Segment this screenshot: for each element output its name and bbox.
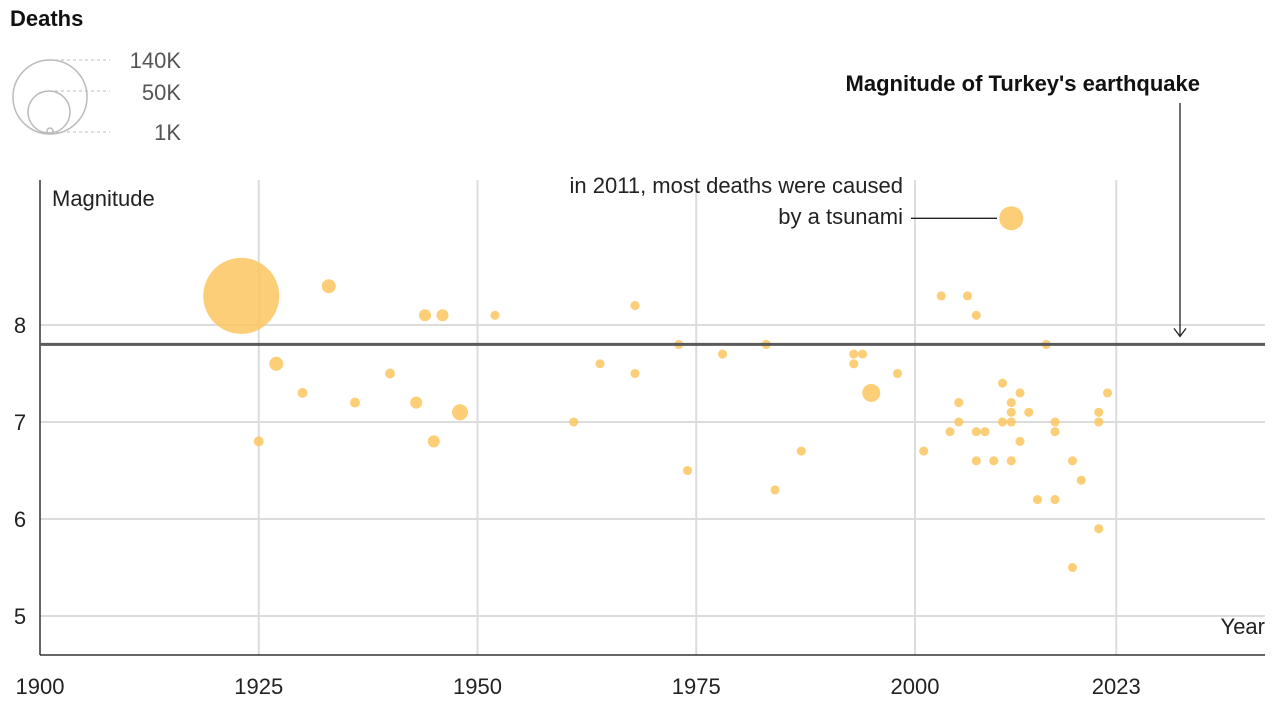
data-point [989, 456, 999, 466]
tsunami-annotation: in 2011, most deaths were caused by a ts… [570, 173, 997, 229]
y-tick-label: 6 [14, 507, 26, 532]
legend-circle-1k [46, 127, 54, 135]
reference-line-label: Magnitude of Turkey's earthquake [846, 71, 1200, 96]
x-tick-label: 1925 [234, 674, 283, 699]
data-point [954, 417, 964, 427]
data-point [1050, 495, 1060, 505]
y-tick-label: 7 [14, 410, 26, 435]
data-point [919, 446, 929, 456]
data-point [892, 368, 903, 379]
data-point [1015, 436, 1025, 446]
data-point [945, 427, 955, 437]
axes: 1900 1925 1950 1975 2000 2023 5 6 7 8 [14, 180, 1265, 699]
x-tick-label: 1950 [453, 674, 502, 699]
data-point [862, 383, 881, 402]
legend-title: Deaths [10, 6, 83, 31]
data-point [997, 378, 1008, 388]
data-points [203, 206, 1113, 573]
data-point [427, 435, 440, 448]
annotation-line-2: by a tsunami [778, 204, 903, 229]
data-point [1032, 495, 1043, 505]
data-point [1006, 407, 1016, 417]
data-point [980, 427, 990, 437]
data-point [962, 291, 973, 301]
data-point [796, 446, 806, 456]
data-point [410, 396, 423, 409]
legend-label-1k: 1K [154, 120, 181, 145]
data-point [971, 310, 981, 320]
data-point [1067, 456, 1078, 466]
data-point [253, 436, 264, 447]
data-point [954, 398, 964, 408]
x-tick-label: 2000 [891, 674, 940, 699]
size-legend: Deaths 140K 50K 1K [10, 6, 181, 145]
data-point [1024, 407, 1034, 417]
data-point [385, 368, 395, 379]
data-point [849, 349, 859, 359]
x-tick-label: 1975 [672, 674, 721, 699]
data-point [717, 349, 728, 359]
data-point [971, 456, 981, 466]
data-point [452, 404, 468, 421]
data-point [297, 387, 308, 398]
data-point [1006, 456, 1016, 466]
data-point [630, 368, 640, 379]
legend-circle-140k [12, 59, 88, 135]
data-point [1094, 524, 1104, 534]
data-point [1094, 417, 1104, 427]
x-axis-label: Year [1221, 614, 1265, 639]
y-tick-label: 5 [14, 604, 26, 629]
data-point [1102, 388, 1113, 398]
data-point [490, 310, 500, 320]
grid [40, 180, 1265, 655]
data-point [770, 485, 780, 495]
data-point [997, 417, 1008, 427]
data-point [203, 257, 280, 334]
annotation-line-1: in 2011, most deaths were caused [570, 173, 903, 198]
data-point [269, 356, 284, 371]
data-point [849, 359, 859, 369]
x-tick-label: 1900 [16, 674, 65, 699]
data-point [418, 309, 432, 322]
data-point [1076, 475, 1086, 485]
data-point [350, 397, 360, 408]
data-point [1050, 417, 1060, 427]
data-point [682, 465, 693, 476]
data-point [1006, 398, 1016, 408]
data-point [1050, 427, 1060, 437]
data-point [971, 427, 981, 437]
data-point [1067, 562, 1078, 573]
data-point [436, 309, 449, 322]
data-point [1094, 407, 1104, 417]
data-point [1006, 417, 1016, 427]
data-point [569, 417, 579, 427]
legend-label-140k: 140K [130, 48, 182, 73]
x-tick-label: 2023 [1092, 674, 1141, 699]
arrow-head-icon [1173, 328, 1187, 338]
data-point [1015, 388, 1025, 398]
data-point [857, 349, 868, 359]
data-point [999, 206, 1024, 231]
y-tick-label: 8 [14, 313, 26, 338]
data-point [630, 301, 640, 311]
data-point [321, 279, 336, 294]
y-axis-label: Magnitude [52, 186, 155, 211]
legend-circle-50k [27, 90, 71, 134]
data-point [936, 291, 946, 301]
data-point [595, 359, 605, 369]
legend-label-50k: 50K [142, 80, 181, 105]
